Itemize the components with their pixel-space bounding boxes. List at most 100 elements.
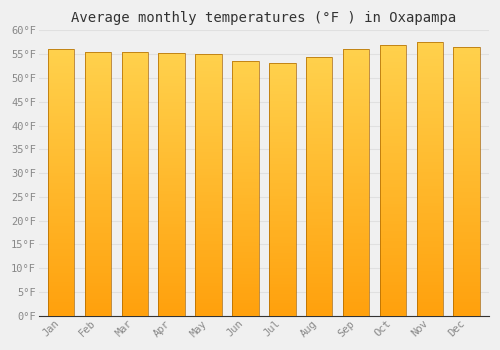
Bar xyxy=(416,128,443,131)
Bar xyxy=(454,121,480,124)
Bar xyxy=(48,133,74,136)
Bar xyxy=(48,66,74,69)
Bar xyxy=(454,282,480,286)
Bar xyxy=(158,184,185,188)
Bar xyxy=(158,129,185,132)
Bar xyxy=(158,103,185,106)
Bar xyxy=(343,176,369,179)
Bar xyxy=(454,124,480,128)
Bar xyxy=(232,96,258,99)
Bar xyxy=(454,67,480,71)
Bar xyxy=(196,159,222,162)
Bar xyxy=(158,165,185,168)
Bar xyxy=(416,299,443,302)
Bar xyxy=(454,299,480,302)
Bar xyxy=(84,95,111,98)
Bar xyxy=(232,211,258,214)
Bar xyxy=(454,111,480,114)
Bar xyxy=(416,196,443,200)
Bar xyxy=(343,106,369,110)
Bar xyxy=(232,153,258,156)
Bar xyxy=(380,184,406,187)
Bar xyxy=(232,137,258,141)
Bar xyxy=(232,131,258,134)
Bar xyxy=(269,196,295,199)
Bar xyxy=(343,206,369,209)
Bar xyxy=(454,265,480,269)
Bar xyxy=(380,143,406,146)
Bar xyxy=(122,161,148,164)
Bar xyxy=(158,79,185,83)
Bar xyxy=(416,145,443,148)
Bar xyxy=(416,237,443,240)
Bar xyxy=(343,110,369,113)
Bar xyxy=(158,296,185,299)
Bar xyxy=(306,248,332,251)
Bar xyxy=(158,112,185,116)
Bar xyxy=(158,230,185,234)
Bar xyxy=(48,146,74,149)
Bar xyxy=(454,64,480,67)
Bar xyxy=(454,178,480,181)
Bar xyxy=(306,128,332,131)
Bar xyxy=(122,184,148,187)
Bar xyxy=(269,237,295,240)
Bar xyxy=(380,190,406,194)
Bar xyxy=(416,193,443,196)
Bar xyxy=(269,265,295,268)
Bar xyxy=(84,72,111,75)
Bar xyxy=(306,121,332,125)
Bar xyxy=(380,45,406,316)
Bar xyxy=(416,292,443,295)
Bar xyxy=(158,63,185,66)
Bar xyxy=(122,177,148,181)
Bar xyxy=(306,79,332,83)
Bar xyxy=(158,299,185,303)
Bar xyxy=(84,280,111,283)
Bar xyxy=(48,189,74,193)
Bar xyxy=(84,266,111,270)
Bar xyxy=(84,299,111,303)
Bar xyxy=(454,269,480,272)
Bar xyxy=(343,126,369,130)
Bar xyxy=(416,227,443,230)
Bar xyxy=(158,194,185,198)
Bar xyxy=(122,309,148,313)
Bar xyxy=(380,96,406,99)
Bar xyxy=(306,134,332,138)
Bar xyxy=(232,243,258,246)
Bar xyxy=(196,120,222,123)
Bar xyxy=(158,267,185,270)
Bar xyxy=(158,106,185,109)
Bar xyxy=(232,61,258,316)
Bar xyxy=(343,76,369,79)
Bar xyxy=(232,278,258,281)
Bar xyxy=(48,63,74,66)
Bar xyxy=(416,271,443,275)
Bar xyxy=(416,203,443,206)
Bar xyxy=(380,89,406,92)
Bar xyxy=(416,285,443,288)
Bar xyxy=(196,54,222,57)
Bar xyxy=(232,220,258,223)
Bar xyxy=(84,68,111,72)
Bar xyxy=(84,131,111,134)
Bar xyxy=(454,168,480,172)
Bar xyxy=(196,276,222,280)
Bar xyxy=(269,221,295,224)
Bar xyxy=(269,189,295,193)
Bar xyxy=(158,116,185,119)
Bar xyxy=(343,212,369,216)
Bar xyxy=(196,313,222,316)
Bar xyxy=(196,136,222,139)
Bar xyxy=(380,170,406,174)
Bar xyxy=(122,52,148,55)
Bar xyxy=(343,169,369,173)
Bar xyxy=(158,122,185,125)
Bar xyxy=(48,286,74,289)
Bar xyxy=(232,268,258,271)
Bar xyxy=(343,236,369,239)
Bar xyxy=(454,242,480,245)
Bar xyxy=(122,151,148,154)
Bar xyxy=(84,309,111,313)
